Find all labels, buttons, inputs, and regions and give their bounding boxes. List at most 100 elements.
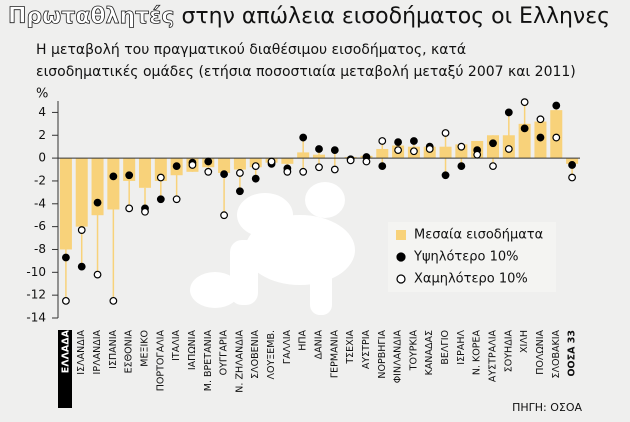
legend-label: Υψηλότερο 10%: [413, 250, 519, 265]
dot: [315, 163, 323, 172]
bar: [75, 158, 88, 227]
dot: [568, 173, 576, 182]
x-tick-label: ΦΙΝΛΑΝΔΙΑ: [393, 330, 404, 384]
x-tick-label: ΜΕΞΙΚΟ: [140, 330, 151, 367]
source: ΠΗΓΗ: ΟΣΟΑ: [512, 401, 582, 414]
y-tick-label: -4: [34, 196, 46, 210]
dot: [251, 162, 260, 171]
bar: [233, 158, 246, 170]
subtitle-line: εισοδηματικές ομάδες (ετήσια ποσοστιαία …: [36, 64, 576, 80]
dot: [62, 253, 70, 262]
x-tick-label: ΣΟΥΗΔΙΑ: [503, 330, 514, 373]
dot: [93, 270, 102, 279]
x-tick-label: ΙΣΛΑΝΔΙΑ: [76, 330, 87, 375]
y-tick-label: -14: [26, 311, 46, 325]
x-tick-label: ΑΥΣΤΡΙΑ: [361, 330, 372, 370]
dot: [204, 167, 213, 176]
x-tick-label: ΕΛΛΑΔΑ: [60, 329, 71, 373]
legend-swatch: [396, 274, 406, 284]
dot: [552, 133, 561, 142]
dot: [504, 108, 513, 117]
dot: [156, 173, 165, 182]
dot: [457, 162, 466, 171]
dot: [93, 198, 102, 207]
dot: [441, 171, 450, 180]
y-tick-label: 2: [38, 128, 46, 142]
x-tick-label: ΟΟΣΑ 33: [567, 330, 578, 377]
title-rest: στην απώλεια εισοδήματος οι Ελληνες: [181, 4, 610, 29]
dot: [536, 133, 545, 142]
illustration: [190, 182, 355, 315]
dot: [172, 162, 181, 171]
dot: [330, 146, 339, 155]
dot: [473, 150, 482, 159]
bar: [439, 146, 452, 159]
dot: [283, 167, 292, 176]
dot: [346, 156, 355, 165]
y-tick-label: -6: [34, 219, 46, 233]
subtitle-line: Η μεταβολή του πραγματικού διαθέσιμου ει…: [36, 42, 466, 58]
dot: [394, 138, 402, 147]
y-tick-label: 0: [38, 151, 46, 165]
chart-title: Πρωταθλητές στην απώλεια εισοδήματος οι Ε…: [8, 4, 610, 29]
dot: [394, 146, 402, 155]
dot: [489, 162, 497, 171]
x-tick-label: ΣΛΟΒΑΚΙΑ: [551, 330, 562, 379]
dot: [109, 172, 118, 181]
dot: [504, 145, 513, 153]
bar: [91, 158, 104, 216]
dot: [299, 133, 308, 142]
dot: [425, 145, 434, 153]
legend-swatch: [396, 252, 406, 262]
legend-box: [388, 222, 556, 292]
bar: [297, 152, 310, 159]
x-tick-label: ΓΕΡΜΑΝΙΑ: [329, 330, 340, 379]
x-tick-label: ΙΤΑΛΙΑ: [171, 330, 182, 361]
bar: [107, 158, 120, 210]
x-tick-label: ΝΟΡΒΗΓΙΑ: [377, 330, 388, 379]
legend-label: Μεσαία εισοδήματα: [414, 228, 543, 243]
dot: [77, 262, 86, 271]
dot: [330, 165, 339, 174]
x-tick-label: ΙΣΠΑΝΙΑ: [108, 330, 119, 369]
x-tick-label: Ν. ΚΟΡΕΑ: [472, 330, 483, 376]
dot: [520, 124, 529, 133]
dot: [410, 147, 418, 156]
x-tick-label: ΗΠΑ: [298, 330, 309, 351]
x-tick-label: ΑΥΣΤΡΑΛΙΑ: [488, 330, 499, 383]
x-tick-label: ΙΑΠΩΝΙΑ: [187, 330, 198, 371]
dot: [489, 139, 497, 148]
x-tick-label: ΟΥΓΓΑΡΙΑ: [219, 330, 230, 376]
highlight-label-bg: [58, 330, 72, 408]
y-unit: %: [36, 87, 48, 102]
dot: [204, 157, 213, 166]
dot: [457, 142, 466, 151]
dot: [299, 167, 308, 176]
dot: [77, 226, 86, 234]
legend-swatch: [396, 230, 406, 240]
bar: [518, 123, 531, 159]
dot: [568, 161, 576, 169]
dot: [315, 145, 323, 153]
dot: [220, 211, 228, 220]
dot: [188, 161, 197, 169]
x-tick-label: ΓΑΛΛΙΑ: [282, 330, 293, 365]
dot: [141, 207, 149, 216]
dot: [267, 157, 276, 166]
x-tick-label: ΛΟΥΞΕΜΒ.: [266, 330, 277, 380]
dot: [172, 195, 181, 204]
x-tick-label: ΤΣΕΧΙΑ: [345, 330, 356, 365]
y-tick-label: -10: [26, 265, 46, 279]
bar: [312, 154, 326, 159]
x-tick-label: ΒΕΛΓΙΟ: [440, 330, 451, 365]
x-tick-label: ΠΟΡΤΟΓΑΛΙΑ: [155, 330, 166, 392]
dot: [236, 187, 244, 196]
x-tick-label: ΣΛΟΒΕΝΙΑ: [250, 329, 261, 378]
bar: [376, 148, 389, 159]
x-tick-label: ΧΙΛΗ: [519, 330, 530, 353]
legend-label: Χαμηλότερο 10%: [414, 272, 528, 287]
y-tick-label: 4: [38, 105, 46, 119]
dot: [362, 157, 371, 166]
